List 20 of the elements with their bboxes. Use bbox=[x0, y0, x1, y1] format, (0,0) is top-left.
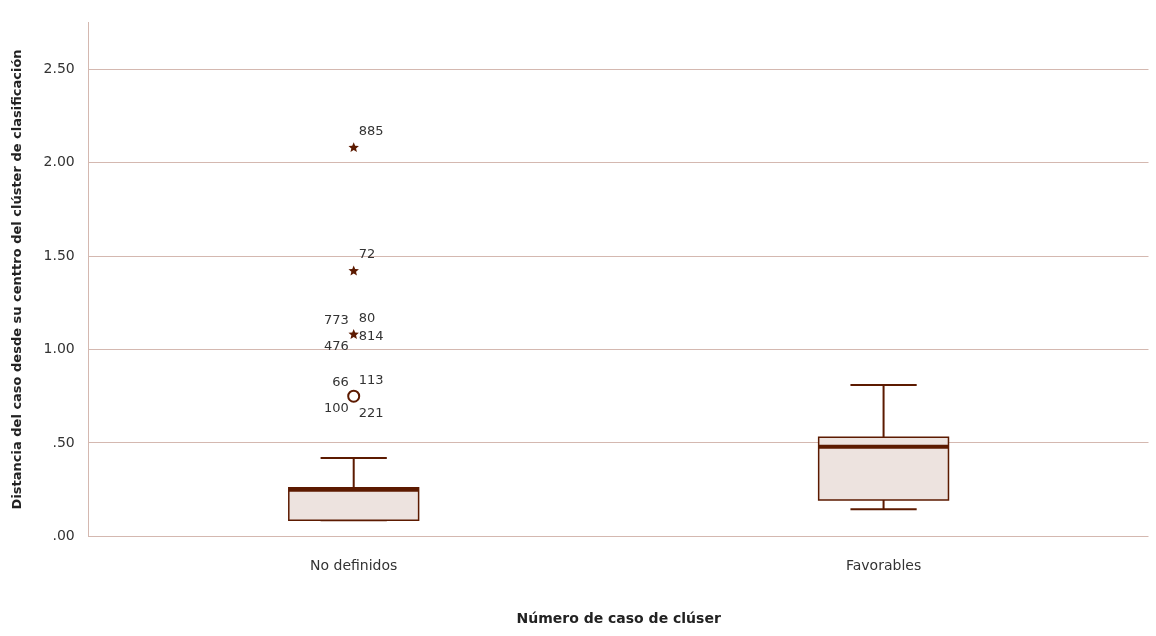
y-axis-title: Distancia del caso desde su centtro del clúster de clasificación bbox=[9, 49, 25, 510]
annotation: 100 bbox=[323, 399, 349, 415]
y-tick-label: 2.00 bbox=[43, 153, 75, 170]
y-tick-label: 1.00 bbox=[43, 340, 75, 357]
x-axis-title: Número de caso de clúser bbox=[516, 610, 721, 627]
y-tick-label: .50 bbox=[52, 433, 75, 450]
annotation: 221 bbox=[358, 404, 384, 420]
annotation: 773 bbox=[323, 311, 349, 327]
x-tick-label: Favorables bbox=[845, 557, 922, 574]
annotation: 113 bbox=[358, 371, 384, 387]
y-tick-label: .00 bbox=[52, 527, 75, 544]
annotation: 72 bbox=[358, 246, 376, 262]
annotation: 80 bbox=[358, 309, 376, 325]
annotation: 66 bbox=[332, 373, 349, 389]
annotation: 476 bbox=[323, 337, 349, 353]
annotation: 814 bbox=[358, 327, 384, 343]
y-tick-label: 1.50 bbox=[43, 246, 75, 263]
x-tick-label: No definidos bbox=[310, 557, 398, 574]
y-tick-label: 2.50 bbox=[43, 59, 75, 76]
annotation: 885 bbox=[358, 123, 384, 138]
